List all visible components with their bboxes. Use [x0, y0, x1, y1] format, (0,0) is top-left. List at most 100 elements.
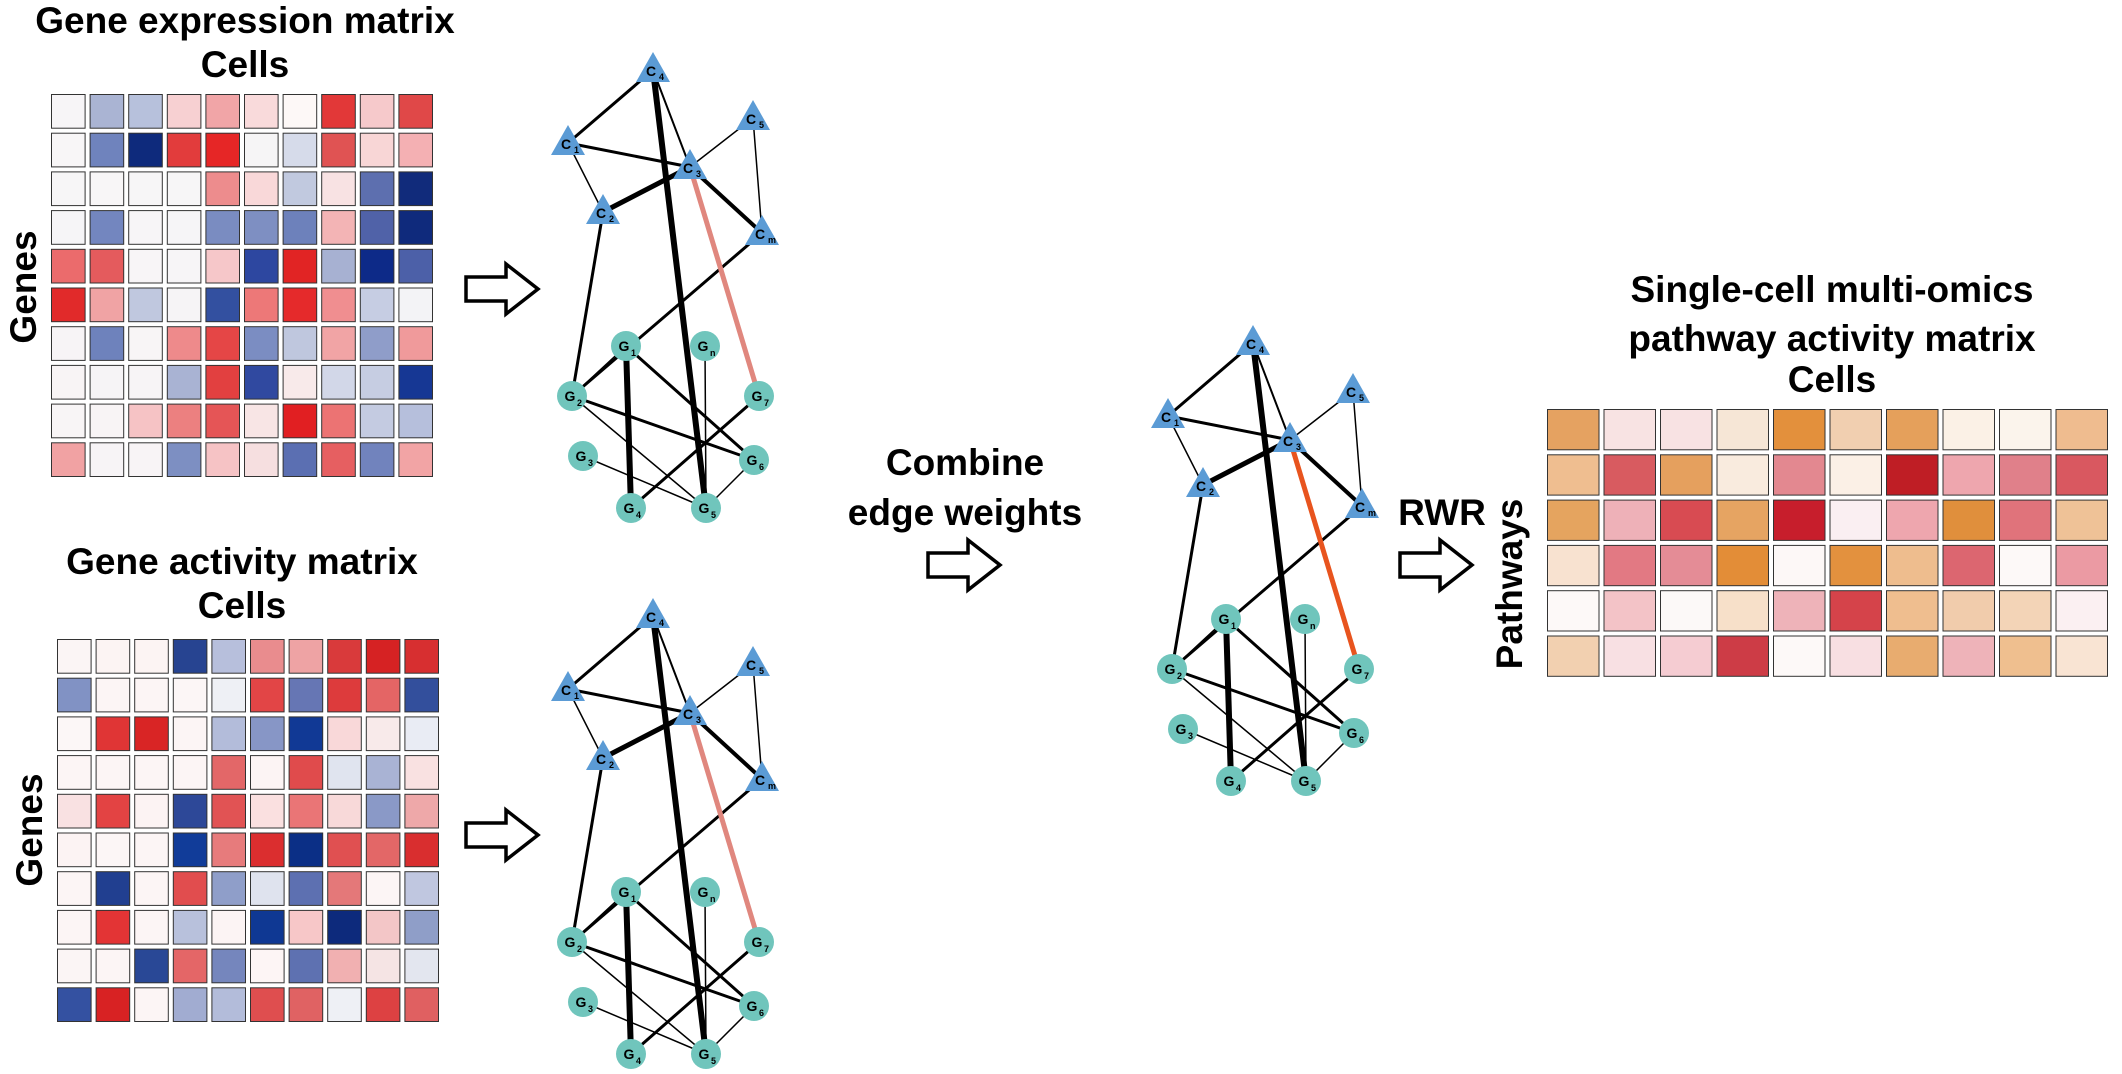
- heatmap-cell: [134, 909, 169, 945]
- combine-label-line2: edge weights: [848, 492, 1082, 533]
- heatmap-cell: [1942, 635, 1995, 677]
- heatmap-cell: [327, 793, 362, 829]
- heatmap-cell: [1942, 454, 1995, 496]
- heatmap-cell: [205, 403, 240, 439]
- heatmap-cell: [321, 171, 356, 207]
- heatmap-cell: [89, 94, 125, 129]
- heatmap-cell: [51, 364, 86, 400]
- circle-icon: [568, 987, 598, 1017]
- heatmap-cell: [1660, 409, 1713, 451]
- heatmap-cell: [1547, 635, 1600, 677]
- node-label-sub: 1: [631, 348, 636, 358]
- node-label: C: [1355, 499, 1365, 515]
- heatmap-cell: [282, 210, 318, 245]
- network-edge: [1166, 414, 1292, 442]
- output-cells-label: Cells: [1788, 359, 1876, 400]
- heatmap-cell: [1603, 635, 1656, 677]
- node-label: G: [619, 884, 630, 900]
- heatmap-cell: [1660, 635, 1713, 677]
- network-edge: [1182, 728, 1307, 782]
- heatmap-cell: [1716, 635, 1769, 677]
- heatmap-cell: [250, 677, 285, 713]
- heatmap-cell: [365, 793, 401, 829]
- heatmap-cell: [89, 210, 125, 245]
- heatmap-cell: [128, 364, 163, 400]
- heatmap-cell: [205, 442, 240, 477]
- heatmap-cell: [282, 364, 318, 400]
- heatmap-cell: [404, 871, 439, 906]
- network-edge: [600, 710, 693, 761]
- heatmap-cell: [398, 171, 433, 207]
- circle-icon: [557, 927, 587, 957]
- circle-icon: [691, 493, 721, 523]
- heatmap-cell: [288, 832, 324, 868]
- heatmap-cell: [1886, 590, 1939, 632]
- circle-icon: [691, 1039, 721, 1069]
- node-label-sub: m: [768, 781, 776, 791]
- heatmap-cell: [250, 987, 285, 1022]
- heatmap-cell: [95, 755, 131, 790]
- heatmap-cell: [1942, 409, 1995, 451]
- heatmap-cell: [57, 677, 92, 713]
- heatmap-cell: [359, 287, 395, 323]
- heatmap-cell: [250, 639, 285, 674]
- heatmap-cell: [1660, 454, 1713, 496]
- node-label: G: [699, 1046, 710, 1062]
- heatmap-cell: [321, 287, 356, 323]
- node-label-sub: 6: [759, 462, 764, 472]
- heatmap-cell: [398, 248, 433, 284]
- node-label-sub: 2: [1209, 487, 1214, 497]
- node-label-sub: 4: [1236, 783, 1241, 793]
- heatmap-cell: [166, 248, 202, 284]
- heatmap-cell: [172, 987, 208, 1022]
- node-label-sub: 3: [1296, 442, 1301, 452]
- heatmap-cell: [128, 248, 163, 284]
- highlighted-edge: [687, 710, 762, 945]
- node-label: G: [1176, 721, 1187, 737]
- node-label: C: [1283, 433, 1293, 449]
- heatmap-cell: [244, 248, 279, 284]
- heatmap-cell: [359, 171, 395, 207]
- node-label-sub: 3: [696, 169, 701, 179]
- node-label-sub: n: [1310, 621, 1316, 631]
- heatmap-cell: [166, 287, 202, 323]
- node-label-sub: 4: [1259, 345, 1264, 355]
- heatmap-cell: [1942, 499, 1995, 541]
- heatmap-cell: [172, 639, 208, 674]
- heatmap-cell: [172, 716, 208, 752]
- heatmap-cell: [1603, 499, 1656, 541]
- heatmap-cell: [282, 248, 318, 284]
- network-edge: [629, 394, 761, 510]
- heatmap-cell: [1773, 499, 1826, 541]
- node-label-sub: 4: [659, 72, 664, 82]
- circle-icon: [616, 493, 646, 523]
- node-label-sub: 1: [574, 145, 579, 155]
- heatmap-cell: [211, 639, 246, 674]
- heatmap-cell: [321, 326, 356, 361]
- heatmap-cell: [321, 210, 356, 245]
- heatmap-cell: [1716, 454, 1769, 496]
- heatmap-cell: [57, 987, 92, 1022]
- network-edge: [1252, 342, 1291, 441]
- triangle-icon: [636, 52, 670, 82]
- heatmap-cell: [404, 948, 439, 984]
- heatmap-cell: [57, 832, 92, 868]
- heatmap-cell: [327, 677, 362, 713]
- heatmap-cell: [57, 716, 92, 752]
- heatmap-cell: [134, 755, 169, 790]
- rwr-label: RWR: [1398, 492, 1486, 533]
- heatmap-cell: [95, 716, 131, 752]
- heatmap-cell: [282, 403, 318, 439]
- heatmap-cell: [57, 793, 92, 829]
- heatmap-cell: [365, 677, 401, 713]
